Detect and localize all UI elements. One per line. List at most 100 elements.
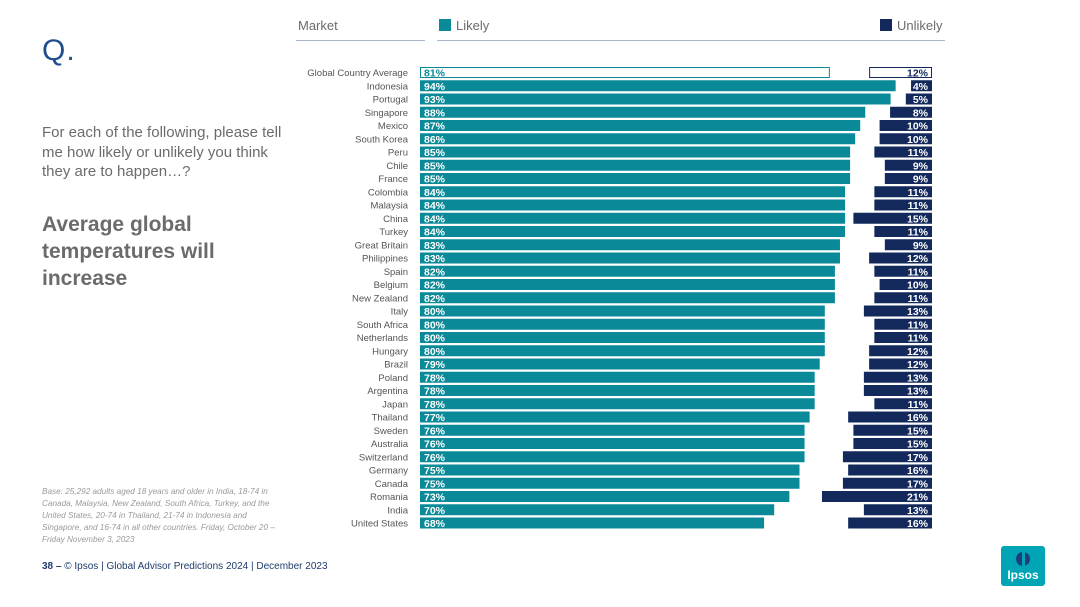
unlikely-value-label: 17% [907,452,929,464]
likely-value-label: 85% [424,160,446,172]
unlikely-bar [848,464,932,476]
likely-bar [420,80,896,92]
market-label: Portugal [373,95,408,106]
likely-bar [420,438,805,449]
likely-value-label: 76% [424,425,446,437]
unlikely-value-label: 13% [907,372,929,384]
unlikely-bar [905,93,932,105]
likely-value-label: 86% [424,134,446,146]
likely-value-label: 68% [424,518,446,530]
likely-bar [420,212,846,224]
unlikely-bar [853,438,932,449]
likely-value-label: 83% [424,240,446,252]
header-divider-market [296,40,425,41]
market-label: Belgium [374,280,408,291]
unlikely-value-label: 11% [908,227,929,239]
unlikely-bar [869,358,932,370]
market-label: Spain [384,267,408,278]
likely-bar [420,358,820,370]
unlikely-value-label: 16% [907,518,929,530]
likely-bar [420,477,800,489]
unlikely-bar [884,239,932,251]
unlikely-value-label: 15% [907,439,929,451]
unlikely-value-label: 16% [907,465,929,477]
likely-bar [420,385,815,396]
likely-value-label: 87% [424,121,446,133]
question-marker: Q. [42,34,76,67]
market-label: Germany [369,466,408,477]
likely-bar [420,252,840,264]
unlikely-bar [869,252,932,264]
market-label: Malaysia [371,201,409,212]
unlikely-bar [863,305,932,317]
footer-text: © Ipsos | Global Advisor Predictions 202… [64,561,328,572]
market-label: Hungary [372,346,408,357]
unlikely-bar [853,212,932,224]
likely-value-label: 84% [424,187,446,199]
unlikely-value-label: 11% [908,187,929,199]
likely-bar [420,517,765,529]
base-note: Base: 25,292 adults aged 18 years and ol… [42,487,275,544]
unlikely-bar [874,226,932,237]
likely-value-label: 78% [424,386,446,398]
likely-value-label: 78% [424,372,446,384]
likely-legend: Likely [439,18,489,33]
unlikely-value-label: 12% [907,253,929,265]
likely-value-label: 75% [424,478,446,490]
likely-value-label: 84% [424,200,446,212]
unlikely-bar [884,159,932,171]
unlikely-value-label: 9% [913,174,929,186]
likely-bar [420,424,805,436]
unlikely-value-label: 12% [907,359,929,371]
unlikely-bar [863,371,932,383]
unlikely-bar [848,411,932,423]
likely-bar [420,318,825,330]
market-label: Brazil [384,360,408,371]
likely-value-label: 80% [424,306,446,318]
unlikely-bar [890,106,932,118]
likely-bar [420,292,835,304]
likely-bar [420,411,810,423]
likely-bar [420,345,825,357]
unlikely-bar [911,80,932,92]
unlikely-value-label: 13% [907,306,929,318]
market-label: Netherlands [357,333,408,344]
market-label: Australia [371,439,409,450]
unlikely-bar [869,345,932,357]
likely-bar [420,279,835,290]
market-label: Global Country Average [307,68,408,79]
market-label: Colombia [368,187,409,198]
likely-bar [420,239,840,251]
likely-value-label: 79% [424,359,446,371]
unlikely-value-label: 10% [907,121,929,133]
likely-bar [420,133,856,145]
likely-swatch-icon [439,19,451,31]
market-label: Poland [378,373,408,384]
likely-value-label: 94% [424,81,446,93]
market-label: Italy [391,307,409,318]
unlikely-bar [884,173,932,184]
market-label: Switzerland [359,452,408,463]
market-label: Turkey [379,227,408,238]
likely-value-label: 81% [424,68,446,80]
unlikely-bar [874,398,932,410]
statement-title: Average global temperatures will increas… [42,213,215,290]
likely-bar [420,371,815,383]
likely-legend-label: Likely [456,18,490,33]
footer: 38 – © Ipsos | Global Advisor Prediction… [42,561,328,572]
likely-value-label: 78% [424,399,446,411]
likely-bar [420,199,846,211]
unlikely-legend-label: Unlikely [897,18,943,33]
likely-value-label: 82% [424,280,446,292]
likely-bar [420,120,861,131]
likely-value-label: 76% [424,452,446,464]
likely-value-label: 84% [424,213,446,225]
market-label: Singapore [365,108,408,119]
unlikely-value-label: 17% [907,478,929,490]
likely-value-label: 73% [424,492,446,504]
page-number: 38 – [42,561,62,572]
unlikely-value-label: 21% [907,492,929,504]
market-label: Thailand [372,413,408,424]
unlikely-bar [879,120,932,131]
likely-bar [420,106,866,118]
